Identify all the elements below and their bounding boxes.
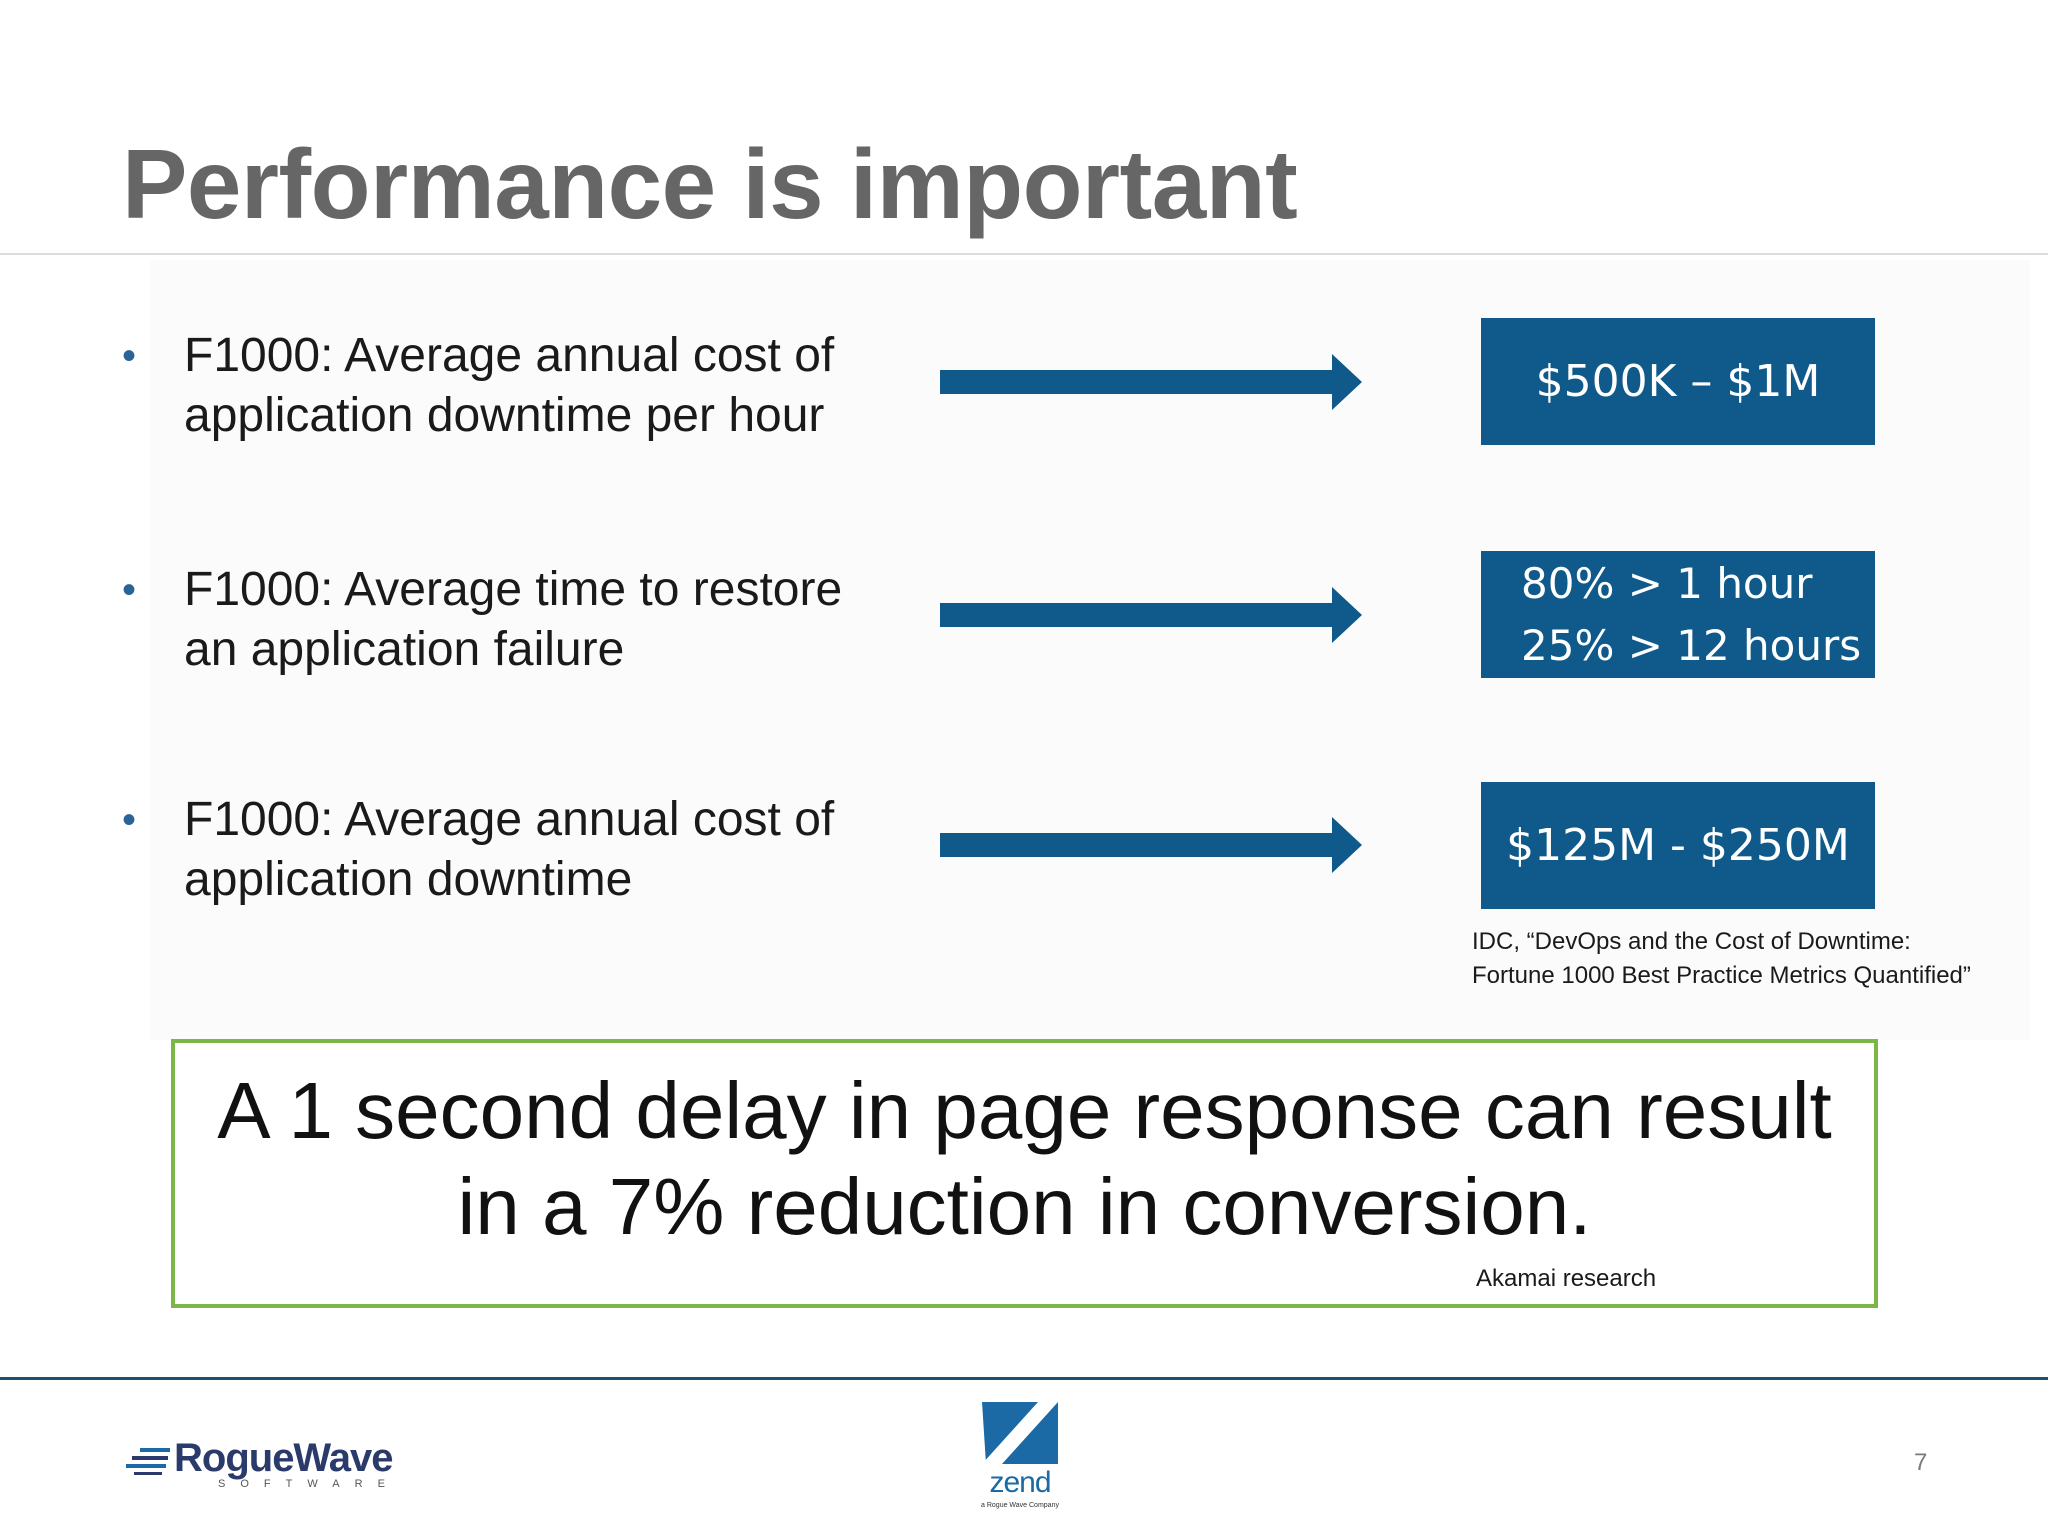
source-citation: IDC, “DevOps and the Cost of Downtime: F…: [1472, 925, 1971, 993]
zend-tagline: a Rogue Wave Company: [981, 1502, 1059, 1509]
value-text: $125M - $250M: [1506, 820, 1850, 871]
bullet-line: an application failure: [184, 623, 625, 676]
roguewave-logo-icon: RogueWave SOFTWARE: [126, 1436, 426, 1490]
callout-text: A 1 second delay in page response can re…: [175, 1063, 1874, 1255]
zend-mark-icon: [982, 1402, 1058, 1464]
page-number: 7: [1914, 1449, 1928, 1476]
roguewave-lines-icon: [126, 1448, 170, 1475]
bullet-text: F1000: Average time to restore an applic…: [184, 560, 984, 680]
bullet-line: F1000: Average annual cost of: [184, 329, 835, 382]
bullet-dot: •: [122, 568, 137, 612]
bullet-dot: •: [122, 334, 137, 378]
right-arrow-icon: [940, 354, 1362, 410]
slide-title: Performance is important: [122, 129, 1298, 239]
zend-name: zend: [989, 1466, 1051, 1499]
bullet-dot: •: [122, 798, 137, 842]
callout-source: Akamai research: [1476, 1265, 1657, 1292]
value-box: 80% > 1 hour 25% > 12 hours: [1481, 551, 1875, 678]
zend-logo-icon: zend a Rogue Wave Company: [980, 1400, 1060, 1516]
source-line: IDC, “DevOps and the Cost of Downtime:: [1472, 928, 1911, 955]
bullet-line: F1000: Average time to restore: [184, 563, 843, 616]
bullet-text: F1000: Average annual cost of applicatio…: [184, 326, 984, 446]
value-text: 25% > 12 hours: [1521, 620, 1862, 670]
value-box: $500K – $1M: [1481, 318, 1875, 445]
callout-box: A 1 second delay in page response can re…: [171, 1039, 1878, 1308]
source-line: Fortune 1000 Best Practice Metrics Quant…: [1472, 962, 1971, 989]
callout-line: in a 7% reduction in conversion.: [457, 1162, 1592, 1251]
bullet-line: F1000: Average annual cost of: [184, 793, 835, 846]
footer-divider: [0, 1377, 2048, 1380]
value-text: $500K – $1M: [1535, 356, 1821, 407]
title-divider: [0, 253, 2048, 255]
bullet-line: application downtime per hour: [184, 389, 825, 442]
callout-line: A 1 second delay in page response can re…: [217, 1066, 1832, 1155]
value-text: 80% > 1 hour: [1521, 558, 1813, 608]
right-arrow-icon: [940, 817, 1362, 873]
roguewave-name: RogueWave: [174, 1436, 393, 1480]
bullet-line: application downtime: [184, 853, 633, 906]
bullet-text: F1000: Average annual cost of applicatio…: [184, 790, 984, 910]
value-box: $125M - $250M: [1481, 782, 1875, 909]
roguewave-tagline: SOFTWARE: [218, 1478, 400, 1490]
right-arrow-icon: [940, 587, 1362, 643]
